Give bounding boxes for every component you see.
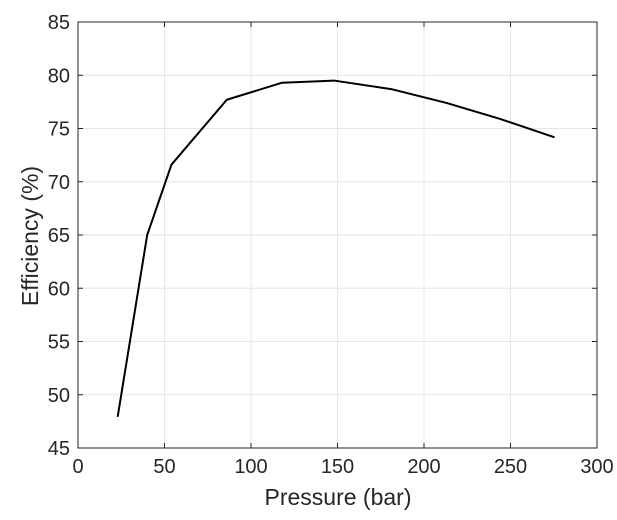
y-tick-label: 85 (48, 12, 70, 34)
axes (77, 21, 598, 449)
x-tick-label: 100 (234, 456, 267, 478)
x-tick-label: 300 (580, 456, 613, 478)
y-tick-label: 80 (48, 65, 70, 87)
tick-labels: 0 50 100 150 200 250 300 45 50 55 60 65 70 75 80 85 (48, 12, 614, 478)
series-line (116, 79, 555, 418)
x-axis-title: Pressure (bar) (265, 484, 412, 510)
y-axis-title: Efficiency (%) (17, 166, 43, 306)
y-tick-label: 50 (48, 385, 70, 407)
y-tick-label: 55 (48, 332, 70, 354)
y-tick-label: 75 (48, 119, 70, 141)
series (116, 79, 555, 418)
y-tick-label: 45 (48, 438, 70, 460)
x-tick-label: 250 (494, 456, 527, 478)
x-tick-label: 0 (72, 456, 83, 478)
y-tick-label: 65 (48, 225, 70, 247)
x-tick-label: 50 (153, 456, 175, 478)
x-tick-label: 200 (407, 456, 440, 478)
grid (77, 21, 598, 449)
y-tick-label: 70 (48, 172, 70, 194)
x-tick-label: 150 (321, 456, 354, 478)
y-tick-label: 60 (48, 278, 70, 300)
